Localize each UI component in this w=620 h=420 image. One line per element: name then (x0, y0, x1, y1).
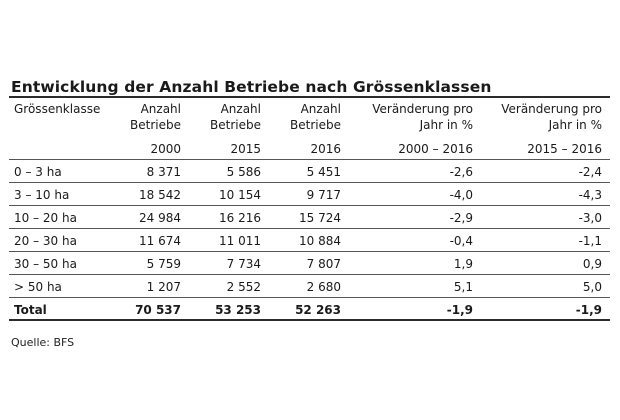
header-groessenklasse: Grössenklasse (14, 102, 101, 116)
year-header-row: 2000 2015 2016 2000 – 2016 2015 – 2016 (9, 137, 610, 159)
cell-veraenderung-2015-2016: -4,3 (481, 181, 610, 205)
header-anzahl-2015-line1: Anzahl (220, 102, 261, 116)
header-veraenderung-2-line2: Jahr in % (548, 118, 602, 132)
table-row: 20 – 30 ha 11 674 11 011 10 884 -0,4 -1,… (9, 227, 610, 251)
year-cell-2015-2016: 2015 – 2016 (527, 142, 602, 156)
cell-betriebe-2015: 16 216 (189, 204, 269, 228)
table-row: 0 – 3 ha 8 371 5 586 5 451 -2,6 -2,4 (9, 158, 610, 182)
cell-betriebe-2015: 2 552 (189, 273, 269, 297)
year-cell-2000-2016: 2000 – 2016 (398, 142, 473, 156)
cell-betriebe-2016: 2 680 (269, 273, 349, 297)
year-cell-2016: 2016 (310, 142, 341, 156)
cell-betriebe-2000: 18 542 (109, 181, 189, 205)
cell-veraenderung-2000-2016: -2,6 (349, 158, 481, 182)
header-anzahl-2016: Anzahl Betriebe (269, 98, 349, 137)
header-veraenderung-2000-2016: Veränderung pro Jahr in % (349, 98, 481, 137)
cell-veraenderung-2015-2016: -3,0 (481, 204, 610, 228)
table-row: 10 – 20 ha 24 984 16 216 15 724 -2,9 -3,… (9, 204, 610, 228)
cell-betriebe-2000: 24 984 (109, 204, 189, 228)
header-anzahl-2000-line1: Anzahl (140, 102, 181, 116)
cell-veraenderung-2000-2016: -0,4 (349, 227, 481, 251)
cell-groessenklasse: > 50 ha (9, 273, 109, 297)
total-betriebe-2016: 52 263 (269, 296, 349, 321)
header-veraenderung-1-line2: Jahr in % (419, 118, 473, 132)
total-betriebe-2015: 53 253 (189, 296, 269, 321)
cell-groessenklasse: 0 – 3 ha (9, 158, 109, 182)
cell-veraenderung-2000-2016: -2,9 (349, 204, 481, 228)
table-row: > 50 ha 1 207 2 552 2 680 5,1 5,0 (9, 273, 610, 297)
year-cell-2015: 2015 (230, 142, 261, 156)
cell-veraenderung-2000-2016: 1,9 (349, 250, 481, 274)
table-row: 30 – 50 ha 5 759 7 734 7 807 1,9 0,9 (9, 250, 610, 274)
cell-veraenderung-2015-2016: 5,0 (481, 273, 610, 297)
header-veraenderung-2015-2016: Veränderung pro Jahr in % (481, 98, 610, 137)
cell-betriebe-2015: 10 154 (189, 181, 269, 205)
year-cell-2000: 2000 (150, 142, 181, 156)
cell-betriebe-2015: 5 586 (189, 158, 269, 182)
header-anzahl-2015-line2: Betriebe (210, 118, 261, 132)
cell-veraenderung-2000-2016: 5,1 (349, 273, 481, 297)
cell-betriebe-2016: 7 807 (269, 250, 349, 274)
table-header-row: Grössenklasse Anzahl Betriebe Anzahl Bet… (9, 98, 610, 137)
cell-betriebe-2016: 5 451 (269, 158, 349, 182)
header-anzahl-2000-line2: Betriebe (130, 118, 181, 132)
header-anzahl-2016-line1: Anzahl (300, 102, 341, 116)
header-anzahl-2015: Anzahl Betriebe (189, 98, 269, 137)
header-veraenderung-1-line1: Veränderung pro (372, 102, 473, 116)
cell-betriebe-2016: 15 724 (269, 204, 349, 228)
cell-betriebe-2000: 8 371 (109, 158, 189, 182)
cell-groessenklasse: 30 – 50 ha (9, 250, 109, 274)
cell-betriebe-2000: 1 207 (109, 273, 189, 297)
betriebe-table: Grössenklasse Anzahl Betriebe Anzahl Bet… (9, 98, 610, 321)
cell-groessenklasse: 10 – 20 ha (9, 204, 109, 228)
table-row: 3 – 10 ha 18 542 10 154 9 717 -4,0 -4,3 (9, 181, 610, 205)
total-veraenderung-2000-2016: -1,9 (349, 296, 481, 321)
cell-betriebe-2000: 5 759 (109, 250, 189, 274)
cell-veraenderung-2000-2016: -4,0 (349, 181, 481, 205)
total-row: Total 70 537 53 253 52 263 -1,9 -1,9 (9, 296, 610, 321)
cell-veraenderung-2015-2016: -2,4 (481, 158, 610, 182)
header-anzahl-2000: Anzahl Betriebe (109, 98, 189, 137)
total-betriebe-2000: 70 537 (109, 296, 189, 321)
header-veraenderung-2-line1: Veränderung pro (501, 102, 602, 116)
year-cell-empty (9, 137, 109, 159)
cell-betriebe-2015: 7 734 (189, 250, 269, 274)
cell-groessenklasse: 20 – 30 ha (9, 227, 109, 251)
source-note: Quelle: BFS (11, 336, 75, 349)
page-title: Entwicklung der Anzahl Betriebe nach Grö… (11, 78, 492, 96)
cell-betriebe-2015: 11 011 (189, 227, 269, 251)
total-label: Total (9, 296, 109, 321)
cell-betriebe-2016: 10 884 (269, 227, 349, 251)
cell-veraenderung-2015-2016: -1,1 (481, 227, 610, 251)
cell-veraenderung-2015-2016: 0,9 (481, 250, 610, 274)
total-veraenderung-2015-2016: -1,9 (481, 296, 610, 321)
title-divider (9, 96, 610, 98)
header-anzahl-2016-line2: Betriebe (290, 118, 341, 132)
cell-groessenklasse: 3 – 10 ha (9, 181, 109, 205)
cell-betriebe-2016: 9 717 (269, 181, 349, 205)
cell-betriebe-2000: 11 674 (109, 227, 189, 251)
